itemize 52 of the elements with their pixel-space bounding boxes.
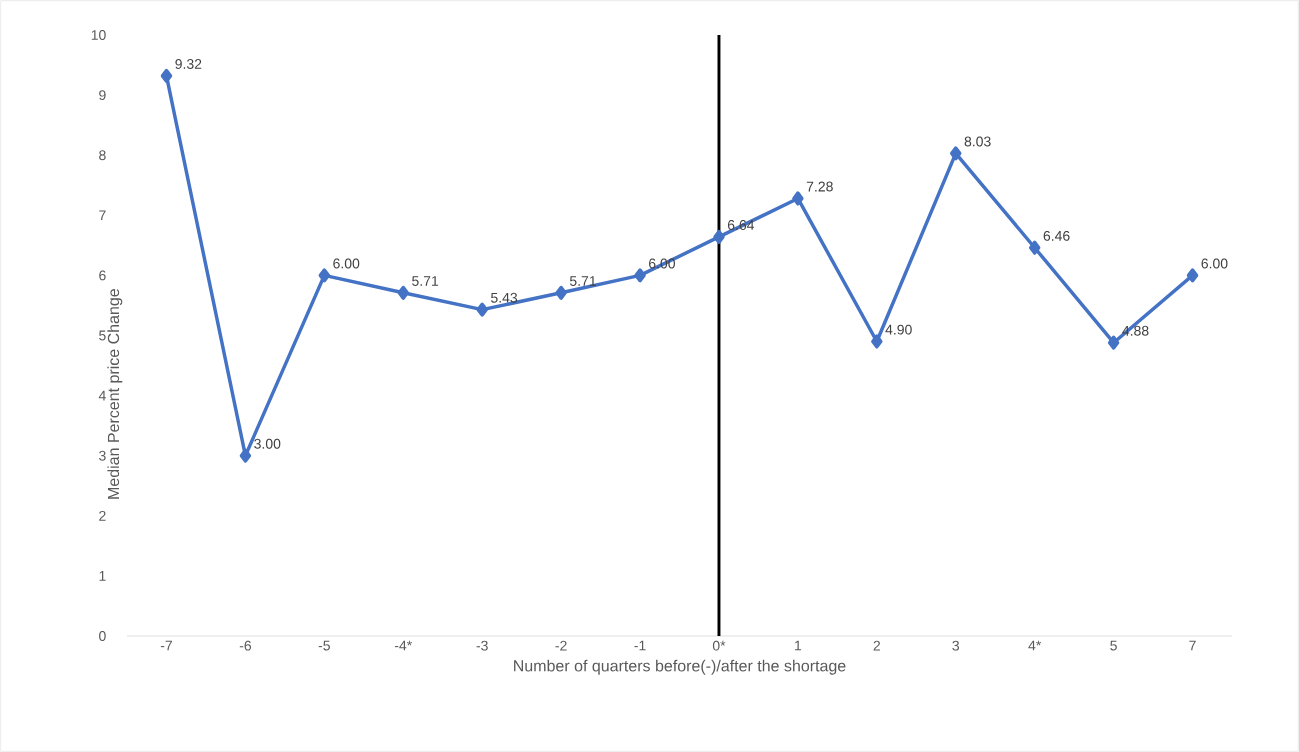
x-tick-label: -2 — [555, 640, 567, 651]
point — [1028, 240, 1041, 255]
x-tick-label: 0* — [712, 640, 726, 651]
data-label: 9.32 — [175, 59, 202, 69]
point — [634, 268, 646, 283]
x-tick-label: 3 — [952, 640, 960, 651]
data-label: 6.46 — [1043, 230, 1070, 241]
data-label: 8.03 — [964, 136, 991, 147]
y-tick-label: 8 — [99, 150, 106, 161]
x-tick-label: -5 — [318, 640, 330, 651]
y-tick-label: 6 — [99, 270, 106, 281]
data-label: 6.00 — [333, 258, 360, 269]
x-axis-title: Number of quarters before(-)/after the shortage — [514, 659, 846, 675]
y-axis-title: Median Percent price Change — [107, 289, 123, 499]
point — [160, 68, 173, 83]
point — [950, 146, 962, 161]
x-tick-label: -6 — [239, 640, 252, 651]
point — [318, 268, 331, 283]
point — [555, 285, 567, 300]
point — [1107, 335, 1120, 350]
x-tick-label: -1 — [634, 640, 646, 651]
x-tick-label: -3 — [476, 640, 488, 651]
data-label: 5.71 — [569, 276, 596, 286]
data-label: 4.90 — [885, 324, 912, 335]
point — [792, 191, 804, 206]
point — [397, 285, 409, 300]
x-tick-label: 5 — [1110, 640, 1117, 651]
data-label: 3.00 — [254, 438, 281, 449]
y-tick-label: 5 — [99, 330, 106, 341]
x-tick-label: -4* — [394, 640, 412, 651]
data-label: 6.00 — [1201, 258, 1228, 269]
point — [871, 334, 883, 349]
y-tick-label: 7 — [99, 210, 106, 221]
y-tick-label: 2 — [99, 510, 106, 521]
x-tick-label: 4* — [1028, 640, 1042, 651]
point — [476, 302, 488, 317]
y-tick-label: 1 — [99, 571, 106, 581]
x-tick-label: 2 — [873, 640, 880, 651]
data-label: 7.28 — [806, 181, 833, 192]
data-label: 5.71 — [412, 276, 439, 286]
point — [713, 229, 725, 244]
x-tick-label: 1 — [795, 640, 802, 651]
y-tick-label: 3 — [99, 450, 106, 461]
y-tick-label: 9 — [99, 90, 106, 101]
y-tick-label: 0 — [99, 631, 106, 641]
y-tick-label: 4 — [98, 390, 106, 401]
y-tick-label: 10 — [91, 30, 106, 40]
point — [1186, 268, 1199, 283]
x-tick-label: 7 — [1189, 640, 1196, 651]
point — [239, 448, 252, 463]
x-tick-label: -7 — [160, 640, 172, 651]
data-label: 5.43 — [491, 292, 518, 303]
